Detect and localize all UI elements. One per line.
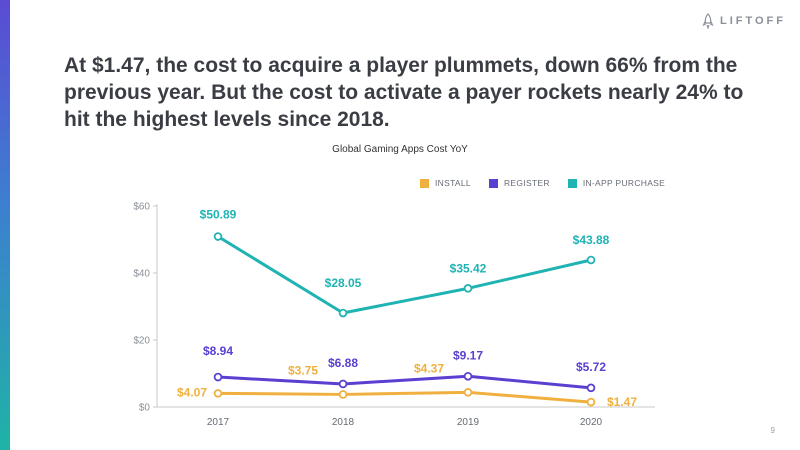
data-point-in-app-purchase xyxy=(586,255,596,265)
data-label-install: $4.37 xyxy=(414,361,444,375)
data-label-install: $3.75 xyxy=(288,363,318,377)
brand-logo: LIFTOFF xyxy=(702,13,786,29)
y-tick-label: $40 xyxy=(133,269,150,280)
data-point-register xyxy=(586,383,596,393)
data-point-install xyxy=(586,397,596,407)
legend-swatch-install xyxy=(420,178,429,188)
rocket-icon xyxy=(702,13,714,29)
x-tick-label: 2019 xyxy=(457,417,480,428)
x-tick-label: 2017 xyxy=(207,417,230,428)
data-point-in-app-purchase xyxy=(463,284,473,293)
data-point-in-app-purchase xyxy=(213,232,223,241)
series-line-in-app-purchase xyxy=(216,235,593,315)
brand-name: LIFTOFF xyxy=(719,15,786,27)
data-label-register: $6.88 xyxy=(328,356,358,370)
data-label-install: $1.47 xyxy=(607,395,637,409)
legend-item-register: REGISTER xyxy=(488,178,550,188)
x-tick-label: 2020 xyxy=(580,417,603,428)
accent-sidebar xyxy=(0,0,10,450)
legend-item-install: INSTALL xyxy=(420,178,471,188)
chart-legend: INSTALL REGISTER IN-APP PURCHASE xyxy=(420,178,665,188)
y-tick-label: $20 xyxy=(133,336,150,347)
data-point-install xyxy=(463,388,473,397)
legend-label-install: INSTALL xyxy=(435,178,471,188)
data-label-install: $4.07 xyxy=(177,385,207,399)
data-point-install xyxy=(338,390,348,399)
data-point-register xyxy=(213,372,223,382)
data-label-in-app-purchase: $50.89 xyxy=(200,208,237,222)
x-tick-label: 2018 xyxy=(332,417,355,428)
headline: At $1.47, the cost to acquire a player p… xyxy=(64,54,744,131)
data-point-register xyxy=(338,379,348,389)
data-point-install xyxy=(213,389,223,398)
series-line-install xyxy=(216,390,593,404)
chart-title: Global Gaming Apps Cost YoY xyxy=(332,144,468,155)
legend-swatch-register xyxy=(488,178,498,188)
data-point-register xyxy=(463,371,473,381)
data-label-in-app-purchase: $35.42 xyxy=(450,261,487,275)
legend-label-register: REGISTER xyxy=(503,178,550,188)
legend-item-in-app-purchase: IN-APP PURCHASE xyxy=(567,178,666,188)
data-point-in-app-purchase xyxy=(338,308,348,318)
data-label-register: $9.17 xyxy=(453,348,483,362)
data-label-register: $5.72 xyxy=(576,360,606,374)
y-tick-label: $0 xyxy=(139,403,151,414)
series-line-register xyxy=(216,374,593,390)
page-number: 9 xyxy=(770,426,775,435)
y-tick-label: $60 xyxy=(133,202,150,213)
legend-swatch-in-app-purchase xyxy=(567,178,577,188)
data-label-in-app-purchase: $43.88 xyxy=(573,233,610,247)
legend-label-in-app-purchase: IN-APP PURCHASE xyxy=(582,178,666,188)
data-label-register: $8.94 xyxy=(203,344,233,358)
data-label-in-app-purchase: $28.05 xyxy=(325,276,362,290)
